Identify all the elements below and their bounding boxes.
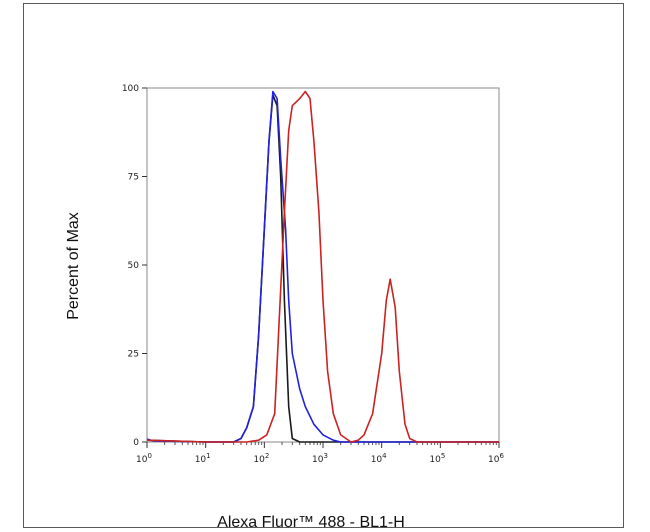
histogram-chart: 0 25 50 75 100 100 101 102 103 104 105 106 Percent… xyxy=(65,84,504,529)
y-tick-label: 0 xyxy=(133,438,139,448)
x-tick-label: 106 xyxy=(488,452,504,465)
figure-frame: 0 25 50 75 100 100 101 102 103 104 105 106 Percent… xyxy=(23,3,624,529)
y-tick-label: 100 xyxy=(122,84,139,94)
x-tick-label: 102 xyxy=(253,452,269,465)
y-tick-label: 50 xyxy=(128,261,140,271)
series-layer xyxy=(146,90,499,443)
x-axis: 100 101 102 103 104 105 106 xyxy=(136,442,504,465)
histogram-series-2 xyxy=(146,90,499,443)
x-tick-label: 101 xyxy=(195,452,211,465)
histogram-series-3 xyxy=(146,90,499,443)
x-tick-label: 105 xyxy=(429,452,445,465)
y-axis-title: Percent of Max xyxy=(65,212,82,320)
x-tick-label: 103 xyxy=(312,452,328,465)
x-tick-label: 100 xyxy=(136,452,152,465)
y-tick-label: 25 xyxy=(128,350,139,360)
x-axis-title: Alexa Fluor™ 488 - BL1-H xyxy=(217,514,405,529)
histogram-series-1 xyxy=(146,94,499,443)
y-tick-label: 75 xyxy=(128,173,139,183)
y-axis: 0 25 50 75 100 xyxy=(122,84,147,448)
x-tick-label: 104 xyxy=(371,452,387,465)
plot-area xyxy=(146,87,500,443)
